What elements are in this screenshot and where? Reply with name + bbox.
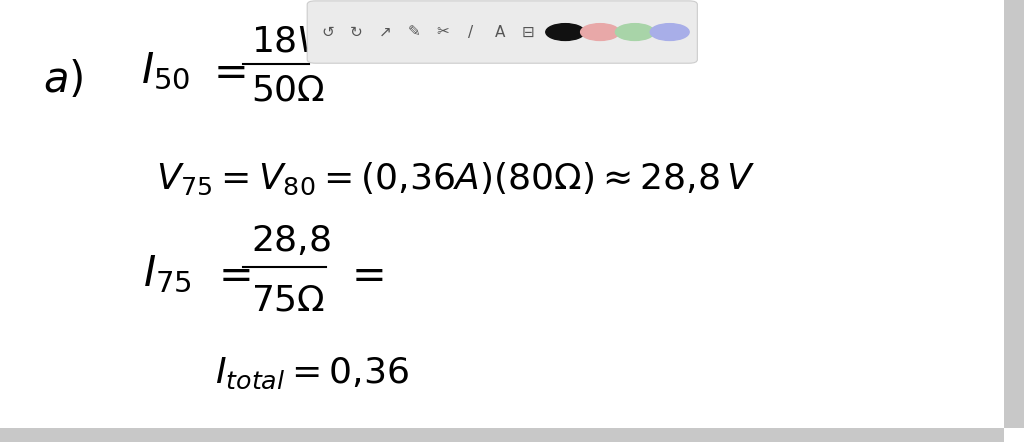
- Text: $=$: $=$: [210, 253, 251, 295]
- Text: A: A: [495, 25, 505, 39]
- Text: $18V$: $18V$: [251, 25, 326, 59]
- FancyBboxPatch shape: [307, 1, 697, 63]
- Text: ✎: ✎: [408, 25, 420, 39]
- Text: $I_{total} = 0{,}36$: $I_{total} = 0{,}36$: [215, 356, 409, 391]
- Text: ⊟: ⊟: [522, 25, 535, 39]
- Text: $a)$: $a)$: [43, 58, 83, 101]
- Text: $V_{75} = V_{80} = (0{,}36A)(80\Omega) \approx 28{,}8\,V$: $V_{75} = V_{80} = (0{,}36A)(80\Omega) \…: [156, 161, 755, 197]
- Circle shape: [615, 23, 654, 41]
- Text: $75\Omega$: $75\Omega$: [251, 284, 325, 317]
- Text: ↗: ↗: [379, 25, 391, 39]
- Text: $=$: $=$: [205, 50, 246, 92]
- Text: ↺: ↺: [322, 25, 334, 39]
- Circle shape: [546, 23, 585, 41]
- Text: $I_{75}$: $I_{75}$: [143, 253, 193, 295]
- Text: /: /: [468, 25, 474, 39]
- Text: $I_{50}$: $I_{50}$: [141, 50, 190, 92]
- Text: $50\Omega$: $50\Omega$: [251, 74, 325, 107]
- Text: $=$: $=$: [343, 253, 384, 295]
- Text: ✂: ✂: [436, 25, 449, 39]
- FancyBboxPatch shape: [1004, 0, 1024, 428]
- Text: ↻: ↻: [350, 25, 362, 39]
- Circle shape: [650, 23, 689, 41]
- FancyBboxPatch shape: [0, 428, 1004, 442]
- Text: $28{,}8$: $28{,}8$: [251, 224, 331, 258]
- Circle shape: [581, 23, 620, 41]
